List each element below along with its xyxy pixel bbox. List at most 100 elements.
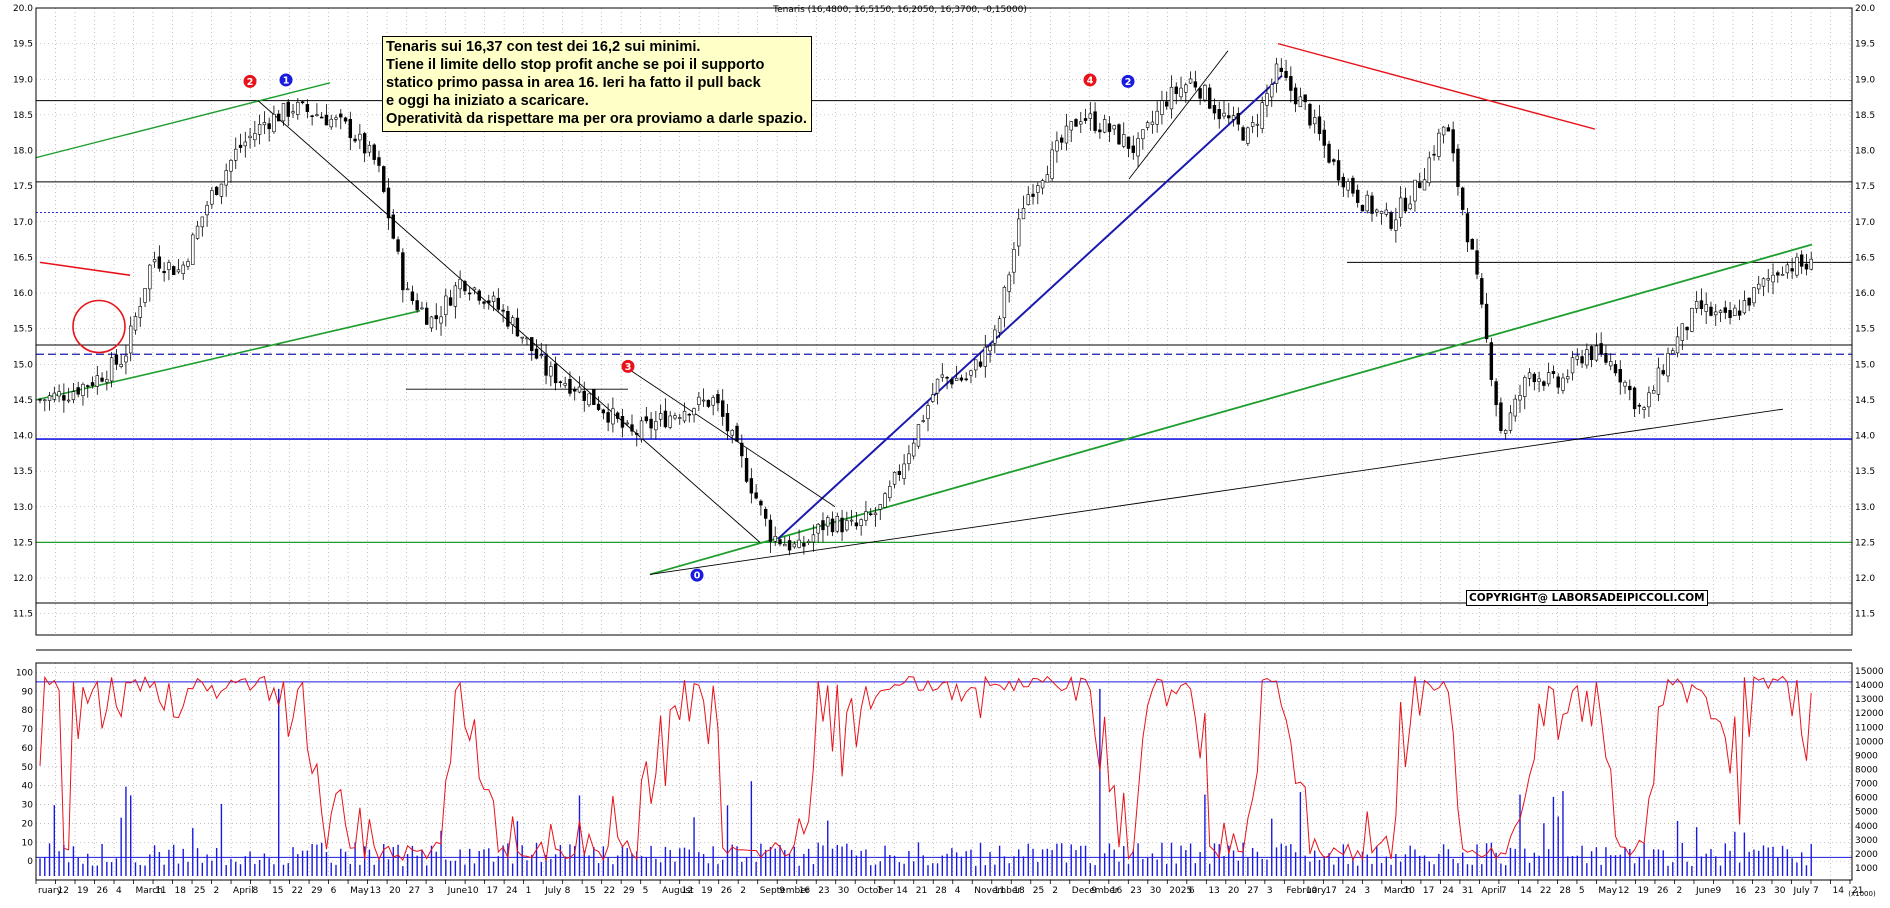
trendline (39, 261, 131, 276)
volume-tick: 9000 (1855, 751, 1878, 761)
candle-body (1804, 263, 1809, 270)
candle-body (821, 520, 825, 531)
x-tick-label: February (1286, 886, 1327, 896)
candle-body (429, 316, 434, 329)
price-tick-left: 12.0 (13, 574, 33, 584)
candle-body (1661, 370, 1665, 375)
x-tick-label: 2025 (1169, 886, 1192, 896)
x-tick-label: 6 (1189, 886, 1195, 896)
candle-body (367, 145, 372, 153)
candle-body (1723, 307, 1727, 313)
candle-body (1341, 176, 1346, 188)
candle-body (993, 329, 997, 344)
candle-body (1690, 308, 1694, 332)
x-tick-label: November (974, 886, 1021, 896)
candle-body (1241, 127, 1245, 141)
candle-body (1437, 132, 1441, 157)
candle-body (1274, 63, 1279, 84)
trendline (631, 371, 836, 508)
candle-body (1231, 115, 1236, 120)
candle-body (797, 539, 801, 548)
candle-body (1069, 121, 1073, 131)
candle-body (1503, 430, 1508, 434)
x-tick-label: 18 (1013, 886, 1025, 896)
candle-body (343, 117, 348, 122)
x-tick-label: 7 (1813, 886, 1819, 896)
candle-body (1461, 187, 1465, 210)
candle-body (969, 370, 973, 376)
candle-body (1360, 204, 1365, 212)
candle-body (845, 520, 849, 531)
price-tick-right: 19.5 (1855, 40, 1875, 50)
candle-body (1570, 357, 1575, 374)
candle-body (921, 420, 925, 422)
candle-body (401, 252, 405, 291)
candle-body (210, 190, 214, 205)
candle-body (1222, 112, 1226, 117)
x-tick-label: 15 (272, 886, 283, 896)
x-tick-label: 26 (97, 886, 109, 896)
x-tick-label: 9 (1715, 886, 1721, 896)
candle-body (171, 266, 176, 276)
candle-body (1036, 185, 1040, 193)
trendline (649, 408, 1784, 575)
annotation-line: e oggi ha iniziato a scaricare. (386, 93, 589, 109)
volume-tick: 8000 (1855, 766, 1878, 776)
price-tick-left: 19.0 (13, 75, 33, 85)
x-tick-label: 13 (1208, 886, 1219, 896)
osc-tick: 10 (22, 838, 34, 848)
candle-body (1355, 189, 1360, 203)
x-tick-label: 19 (1637, 886, 1649, 896)
volume-bars (39, 688, 1812, 876)
x-tick-label: 12 (682, 886, 693, 896)
candle-body (625, 422, 629, 425)
pivot-marker: 2 (243, 74, 257, 88)
x-tick-label: 25 (194, 886, 205, 896)
x-tick-label: December (1072, 886, 1119, 896)
candle-body (988, 345, 992, 352)
x-tick-label: 3 (1267, 886, 1273, 896)
pivot-marker-label: 2 (1125, 77, 1132, 88)
x-tick-label: 23 (1130, 886, 1141, 896)
candle-body (1198, 88, 1202, 99)
x-tick-label: June (1695, 886, 1716, 896)
candle-body (372, 144, 376, 160)
candle-body (214, 186, 219, 195)
candle-body (654, 421, 658, 431)
candle-body (1064, 125, 1069, 144)
candle-body (176, 269, 181, 273)
candle-body (444, 295, 448, 316)
candle-body (81, 383, 85, 396)
candle-body (1160, 100, 1164, 115)
price-tick-right: 15.5 (1855, 325, 1875, 335)
candle-body (234, 148, 238, 161)
x-tick-label: April (1481, 886, 1502, 896)
volume-tick: 10000 (1855, 737, 1884, 747)
candle-body (1742, 300, 1747, 314)
candle-body (329, 118, 333, 128)
candle-body (1317, 116, 1322, 135)
candle-body (382, 166, 386, 192)
x-tick-label: 11 (155, 886, 166, 896)
osc-tick: 90 (22, 687, 34, 697)
x-tick-label: 8 (253, 886, 259, 896)
candle-body (1055, 140, 1059, 152)
x-tick-label: 9 (779, 886, 785, 896)
x-tick-label: October (857, 886, 893, 896)
x-tick-label: 31 (1462, 886, 1473, 896)
price-tick-left: 11.5 (13, 610, 33, 620)
annotation-line: Tenaris sui 16,37 con test dei 16,2 sui … (386, 39, 701, 55)
price-tick-right: 16.5 (1855, 253, 1875, 263)
candle-body (1546, 372, 1551, 385)
price-tick-left: 15.5 (13, 325, 33, 335)
candle-body (458, 278, 462, 290)
candle-body (840, 517, 844, 533)
x-tick-label: 29 (623, 886, 635, 896)
candle-body (1083, 118, 1088, 121)
candle-body (835, 516, 839, 532)
candle-body (1403, 197, 1408, 212)
candle-body (869, 513, 873, 515)
price-tick-right: 18.0 (1855, 147, 1875, 157)
x-tick-label: 2 (214, 886, 220, 896)
price-tick-left: 14.5 (13, 396, 33, 406)
